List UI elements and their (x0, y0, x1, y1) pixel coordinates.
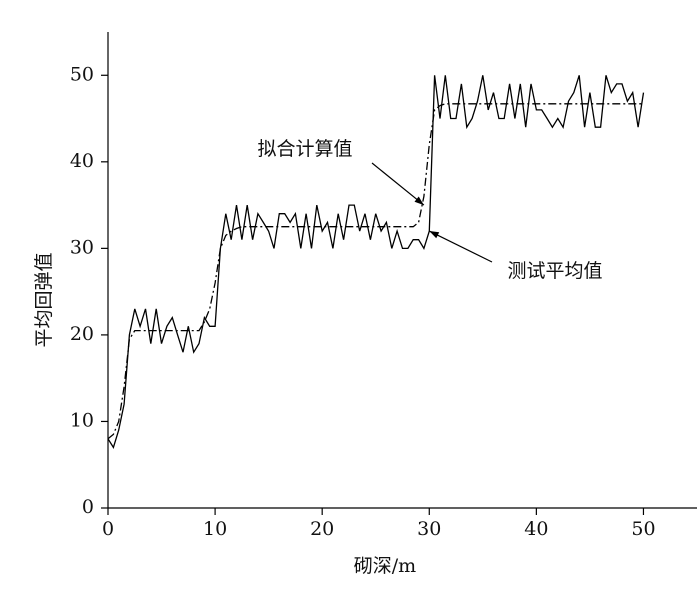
y-tick-label: 20 (70, 323, 94, 345)
arrow-head (414, 196, 424, 206)
annotation-arrow (371, 162, 425, 206)
arrow-head (429, 231, 440, 239)
x-tick-label: 40 (524, 518, 548, 540)
x-tick-label: 30 (417, 518, 441, 540)
y-tick-label: 30 (70, 236, 94, 258)
annotation-arrow (429, 230, 493, 263)
series-line (107, 75, 645, 449)
y-axis-title: 平均回弹值 (33, 252, 55, 347)
y-tick-label: 0 (82, 496, 94, 518)
x-axis-title: 砌深/m (354, 555, 416, 577)
y-tick-label: 10 (70, 409, 94, 431)
y-tick-label: 40 (70, 150, 94, 172)
x-tick-label: 50 (631, 518, 655, 540)
annotation: 拟合计算值 (257, 138, 352, 160)
x-tick-label: 10 (203, 518, 227, 540)
y-tick-label: 50 (70, 63, 94, 85)
annotation: 测试平均值 (507, 260, 602, 282)
x-tick-label: 0 (102, 518, 114, 540)
series-line (107, 103, 644, 440)
x-tick-label: 20 (310, 518, 334, 540)
